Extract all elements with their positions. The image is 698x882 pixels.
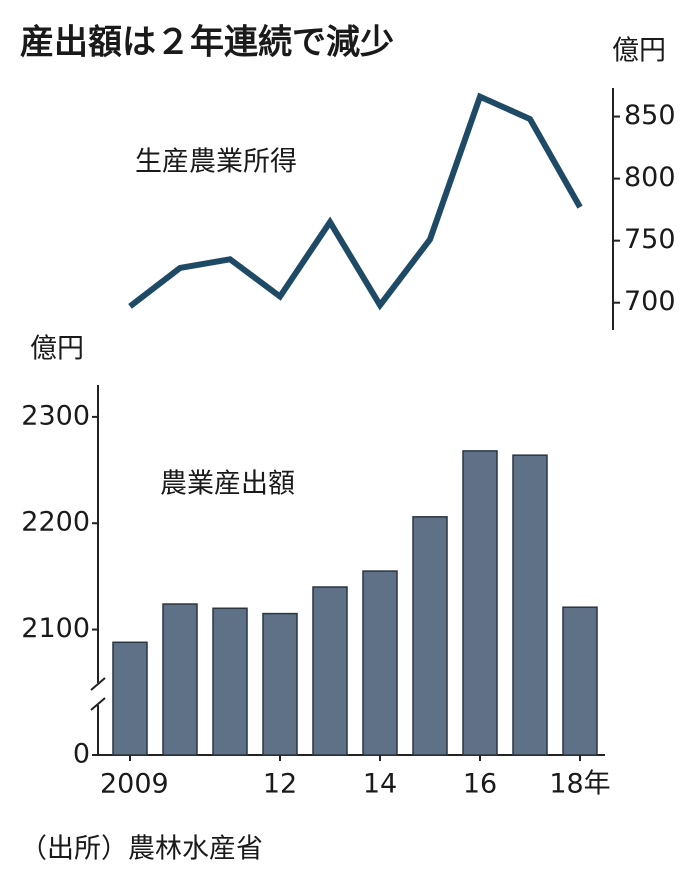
- bar: [362, 570, 398, 756]
- series-label: 生産農業所得: [135, 147, 297, 178]
- source: （出所）農林水産省: [20, 834, 263, 865]
- y-tick-label: 2200: [21, 507, 90, 538]
- y-axis-unit: 億円: [612, 36, 666, 67]
- series-label: 農業産出額: [160, 469, 295, 500]
- x-tick-label: 18年: [549, 769, 610, 800]
- bar: [162, 603, 198, 756]
- bar: [462, 450, 498, 756]
- bar: [512, 454, 548, 756]
- x-tick-label: 12: [263, 769, 297, 800]
- axis-break: [92, 683, 104, 705]
- y-axis-unit: 億円: [30, 334, 84, 365]
- bar: [112, 641, 148, 756]
- y-tick-label: 750: [624, 224, 676, 255]
- x-tick-label: 2009: [100, 769, 169, 800]
- y-tick-label: 800: [624, 162, 676, 193]
- y-tick-label: 700: [624, 286, 676, 317]
- y-tick-label: 0: [73, 739, 90, 770]
- bar: [312, 586, 348, 756]
- x-tick-label: 14: [363, 769, 397, 800]
- bar: [412, 516, 448, 756]
- x-tick-label: 16: [463, 769, 497, 800]
- y-tick-label: 850: [624, 100, 676, 131]
- y-tick-label: 2300: [21, 400, 90, 431]
- chart-title: 産出額は２年連続で減少: [20, 23, 394, 63]
- bar: [262, 612, 298, 756]
- bar: [562, 606, 598, 756]
- bar: [212, 607, 248, 756]
- y-tick-label: 2100: [21, 613, 90, 644]
- axis-break-mark: [90, 677, 106, 711]
- line: [128, 92, 583, 311]
